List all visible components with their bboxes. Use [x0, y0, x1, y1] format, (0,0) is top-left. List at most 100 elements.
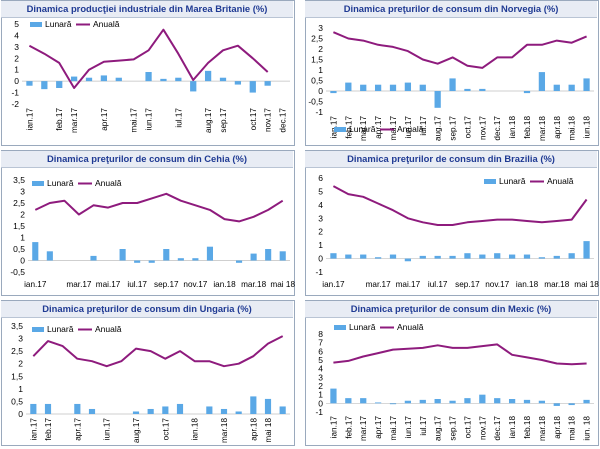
y-tick-label: 5 [318, 355, 323, 365]
x-tick-label: ian.17 [329, 116, 338, 139]
x-tick-label: nov.17 [478, 416, 487, 440]
chart-svg-hungary: 0 0,5 1 1,5 2 2,5 3 3,5 ian.17 feb.17 apr.17 iun.17… [11, 321, 290, 443]
x-tick-label: ian.17 [322, 280, 345, 289]
y-tick-label: 6 [318, 173, 323, 183]
x-tick-label: mar.17 [66, 280, 91, 289]
chart-frame [305, 0, 599, 146]
chart-panel-mexico: Dinamica preţurilor de consum din Mexic … [304, 300, 600, 447]
x-tick-label: ian.18 [516, 280, 539, 289]
bar-monthly [160, 78, 167, 82]
chart-title: Dinamica preţurilor de consum din Cehia … [1, 151, 293, 168]
y-tick-label: 1 [20, 233, 25, 243]
line-annual [28, 28, 269, 89]
x-tick-label: sep.17 [455, 280, 480, 289]
legend-monthly-swatch [32, 327, 44, 332]
bar-monthly [41, 81, 48, 90]
x-tick-label: mai.18 [568, 116, 577, 141]
x-tick-label: feb.17 [55, 108, 64, 131]
x-tick-label: nov.17 [264, 108, 273, 132]
x-tick-label: mai 18 [574, 280, 599, 289]
bar-monthly [70, 76, 78, 82]
bar-monthly [206, 246, 214, 261]
y-tick-label: 0 [318, 86, 323, 96]
x-tick-label: aug.17 [434, 416, 443, 441]
y-tick-label: 2 [318, 227, 323, 237]
chart-panel-brazil: Dinamica preţurilor de consum din Brazil… [304, 150, 600, 297]
bar-monthly [32, 242, 39, 261]
x-tick-label: aug.17 [204, 108, 213, 133]
x-tick-label: aug.17 [132, 418, 141, 443]
bar-monthly [279, 251, 286, 261]
chart-frame [1, 300, 295, 446]
line-annual [32, 335, 284, 368]
bar-monthly [389, 403, 397, 405]
chart-panel-czechia: Dinamica preţurilor de consum din Cehia … [0, 150, 296, 297]
bar-monthly [374, 84, 382, 91]
chart-frame [1, 150, 295, 296]
y-tick-label: 0,5 [13, 244, 25, 254]
x-tick-label: feb.17 [44, 418, 53, 441]
bar-monthly [479, 394, 486, 404]
y-tick-label: 0 [318, 398, 323, 408]
x-tick-label: nov.17 [478, 116, 487, 140]
bar-monthly [234, 81, 242, 85]
x-tick-label: ian.17 [329, 416, 338, 439]
x-tick-label: oct.17 [463, 116, 472, 139]
x-tick-label: mai.17 [389, 416, 398, 441]
x-tick-label: ian.18 [191, 418, 200, 441]
x-tick-label: mar.17 [359, 416, 368, 441]
bar-monthly [583, 241, 590, 259]
x-tick-label: apr.17 [374, 116, 383, 139]
x-tick-label: iun.17 [404, 416, 413, 439]
bar-monthly [250, 396, 257, 414]
x-tick-label: dec.17 [493, 116, 502, 141]
bar-monthly [134, 260, 141, 263]
y-tick-label: 5 [14, 19, 19, 29]
y-tick-label: 0,5 [311, 76, 323, 86]
x-tick-label: feb.18 [523, 416, 532, 439]
x-tick-label: iul.17 [127, 280, 147, 289]
y-tick-label: 2 [318, 381, 323, 391]
y-tick-label: 0 [20, 256, 25, 266]
x-tick-label: mar.17 [359, 116, 368, 141]
x-tick-label: sep.17 [219, 108, 228, 133]
x-tick-label: dec.17 [493, 416, 502, 441]
x-tick-label: nov.17 [183, 280, 207, 289]
x-tick-label: sep.17 [449, 416, 458, 441]
y-tick-label: 4 [318, 364, 323, 374]
bar-monthly [568, 253, 575, 259]
y-tick-label: 3,5 [11, 321, 23, 331]
bar-monthly [192, 258, 199, 261]
bar-monthly [26, 81, 33, 86]
bar-monthly [464, 253, 471, 259]
y-tick-label: 0,5 [11, 396, 23, 406]
bar-monthly [553, 403, 560, 406]
bar-monthly [538, 257, 546, 259]
bar-monthly [508, 254, 516, 259]
legend-annual-label: Anuală [95, 178, 122, 188]
y-tick-label: 3 [20, 187, 25, 197]
bar-monthly [176, 403, 184, 414]
bar-monthly [404, 82, 412, 91]
x-tick-label: iul.17 [419, 416, 428, 436]
bar-monthly [100, 75, 108, 82]
x-tick-label: mai 18 [264, 418, 273, 443]
y-tick-label: 3 [318, 213, 323, 223]
bar-monthly [374, 257, 382, 259]
y-tick-label: -2 [11, 99, 19, 109]
bar-monthly [279, 406, 286, 414]
y-tick-label: 2,5 [311, 34, 323, 44]
chart-panel-norway: Dinamica preţurilor de consum din Norveg… [304, 0, 600, 147]
x-tick-label: mai 18 [270, 280, 295, 289]
x-tick-label: ian.18 [508, 116, 517, 139]
chart-panel-hungary: Dinamica preţurilor de consum din Ungari… [0, 300, 296, 447]
chart-svg-uk: -2-1 01 23 45 ian.17 feb.17 mar.17 apr.17 mai.17… [11, 19, 290, 133]
y-tick-label: 1,5 [11, 371, 23, 381]
bar-monthly [148, 260, 155, 263]
x-tick-label: ian.17 [29, 418, 38, 441]
y-tick-label: -0,5 [10, 267, 25, 277]
bar-monthly [190, 81, 197, 92]
bar-monthly [162, 406, 169, 414]
x-tick-label: dec.17 [279, 108, 288, 133]
x-tick-label: iul.17 [174, 108, 183, 128]
